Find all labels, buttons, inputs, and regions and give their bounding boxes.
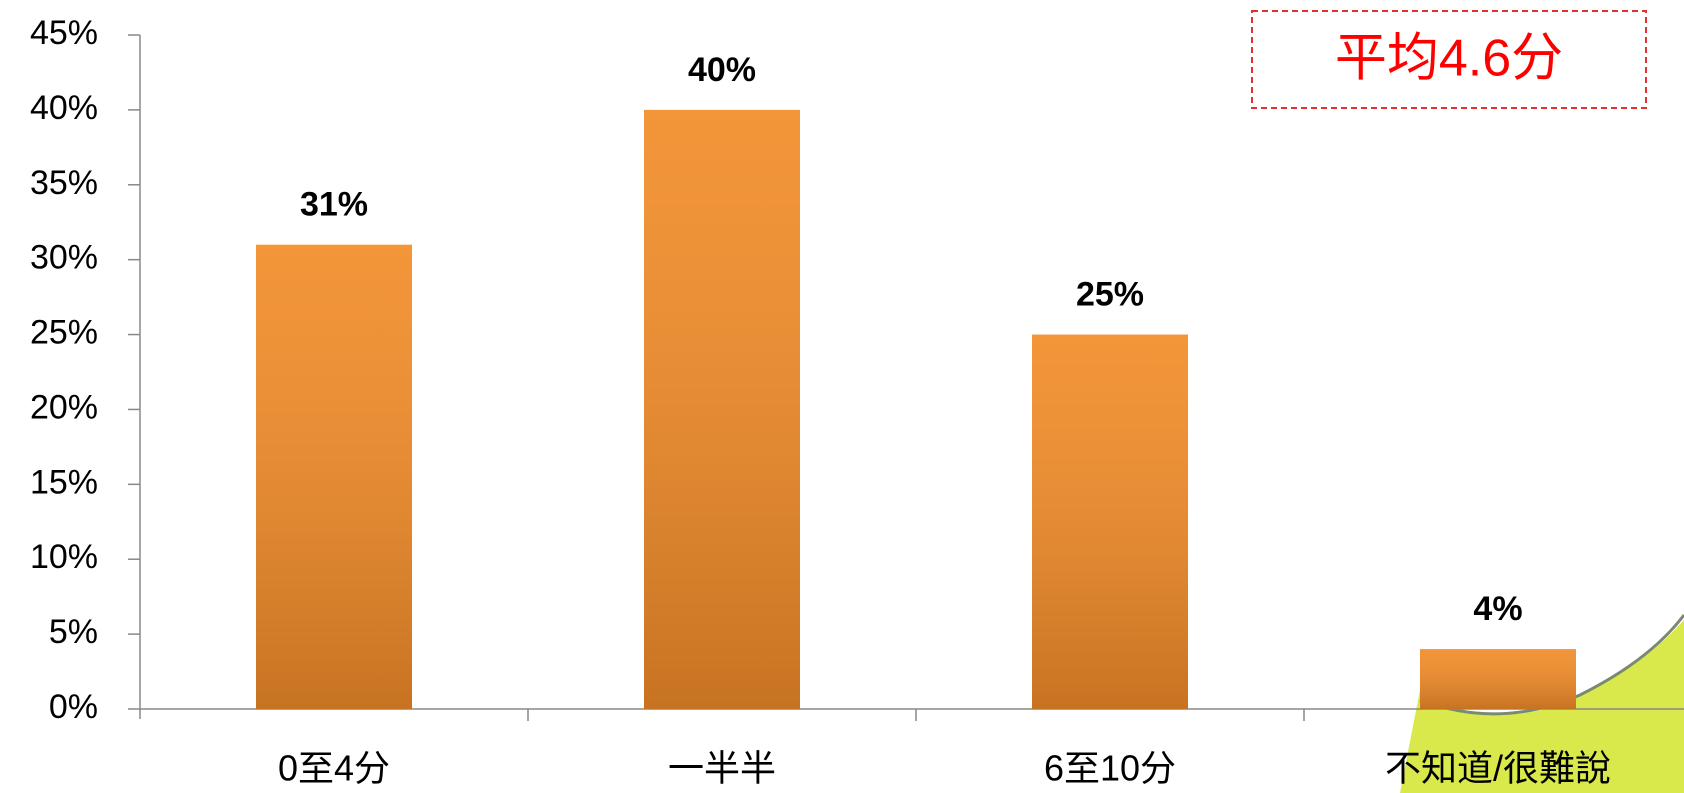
annotation-box [1251,10,1647,109]
value-label: 4% [1473,590,1522,628]
plot-area: 0% 5% 10% 15% 20% 25% 30% 35% 40% 45% 31% 0至4分 40% 一半… [30,14,1684,789]
page-curl-edge [1419,614,1684,716]
bar-shade [256,244,412,709]
x-tick-label: 6至10分 [1044,748,1176,789]
y-tick-label: 10% [30,538,98,576]
value-label: 25% [1076,276,1144,314]
y-tick-label: 5% [49,613,98,651]
bar-shade [1420,649,1576,709]
x-tick-label: 一半半 [668,748,776,789]
y-tick-label: 0% [49,688,98,726]
y-tick-label: 35% [30,164,98,202]
y-tick-label: 45% [30,14,98,52]
y-tick-label: 40% [30,89,98,127]
bar-shade [644,109,800,709]
value-label: 40% [688,51,756,89]
y-tick-label: 25% [30,314,98,352]
bar-shade [1032,334,1188,709]
y-tick-label: 20% [30,388,98,426]
page-curl-fold [1400,620,1684,793]
y-tick-label: 30% [30,239,98,277]
value-label: 31% [300,186,368,224]
x-tick-label: 0至4分 [278,748,390,789]
y-tick-label: 15% [30,463,98,501]
x-tick-label: 不知道/很難說 [1385,748,1611,789]
annotation: 平均4.6分 [1335,30,1563,88]
